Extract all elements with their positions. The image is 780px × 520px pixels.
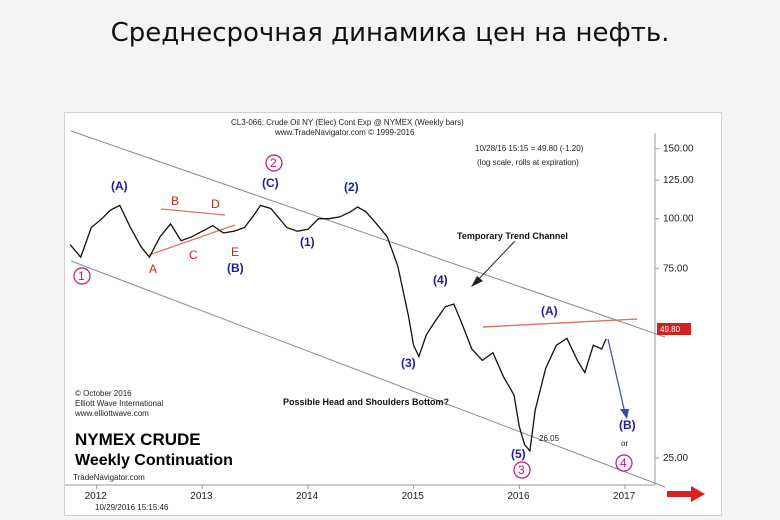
minor-trend-lines: [148, 208, 638, 419]
svg-text:4: 4: [620, 456, 627, 470]
big-title-line2: Weekly Continuation: [75, 452, 233, 469]
x-tick-label-2015: 2015: [402, 491, 425, 502]
x-tick-label-2017: 2017: [613, 491, 636, 502]
wave-label-4: (4): [433, 273, 448, 287]
x-tick-labels: 2012 2013 2014 2015 2016 2017: [85, 485, 636, 502]
wave-label-1: (1): [300, 235, 315, 249]
y-tick-labels: 150.00 125.00 100.00 75.00 25.00: [655, 144, 694, 464]
trendline-a-c-e: [148, 224, 236, 256]
wave-label-2: (2): [344, 180, 359, 194]
channel-upper-line: [70, 130, 666, 338]
wave-label-A2: (A): [541, 304, 558, 318]
circled-wave-4: 4: [615, 454, 633, 472]
x-tick-label-2014: 2014: [296, 491, 319, 502]
chart-svg: 2012 2013 2014 2015 2016 2017 150.00125.00100…: [65, 118, 705, 512]
channel-label: Temporary Trend Channel: [457, 231, 568, 241]
channel-label-arrowhead: [471, 276, 483, 287]
pattern-note: Possible Head and Shoulders Bottom?: [283, 397, 449, 407]
quote-line: 10/28/16 15:15 = 49.80 (-1.20): [475, 144, 584, 153]
trend-channel: [70, 130, 666, 488]
y-tick-label-125.00: 125.00: [663, 175, 694, 186]
channel-label-pointer: [474, 240, 516, 284]
low-price-label: 26.05: [539, 434, 560, 443]
last-price-tag: [657, 323, 691, 335]
wave-label-red-E: E: [231, 245, 239, 259]
wave-label-red-C: C: [189, 248, 198, 262]
big-title-line1: NYMEX CRUDE: [75, 430, 201, 449]
channel-lower-line: [70, 260, 666, 488]
wave-label-B1: (B): [227, 261, 244, 275]
copyright-line3: www.elliottwave.com: [74, 409, 149, 418]
wave-label-C: (C): [262, 176, 279, 190]
circled-wave-2: 2: [265, 154, 283, 172]
chart-header-line2: www.TradeNavigator.com © 1999-2016: [274, 128, 415, 137]
neckline: [482, 318, 638, 328]
copyright-line1: © October 2016: [75, 389, 132, 398]
wave-label-red-B: B: [171, 194, 179, 208]
projection-arrowhead: [620, 409, 629, 419]
wave-label-red-A: A: [149, 262, 157, 276]
last-price-label: 49.80: [660, 325, 681, 334]
footer-source: TradeNavigator.com: [73, 473, 145, 482]
y-tick-label-150.00: 150.00: [663, 144, 694, 155]
wave-label-A1: (A): [111, 179, 128, 193]
slide-title: Среднесрочная динамика цен на нефть.: [110, 18, 670, 48]
svg-text:1: 1: [78, 269, 85, 283]
projection-arrow-line: [607, 338, 626, 414]
price-line: [69, 204, 607, 453]
footer-date: 10/29/2016 15:15:46: [95, 503, 169, 512]
y-tick-label-100.00: 100.00: [663, 214, 694, 225]
x-tick-label-2012: 2012: [85, 491, 108, 502]
chart-header-line1: CL3-066: Crude Oil NY (Elec) Cont Exp @ …: [231, 118, 464, 127]
chart-frame: 2012 2013 2014 2015 2016 2017 150.00 125.00 100…: [64, 112, 722, 516]
copyright-line2: Elliott Wave International: [75, 399, 163, 408]
scale-note: (log scale, rolls at expiration): [477, 158, 579, 167]
chart-axes: [65, 133, 656, 486]
y-tick-label-25.00: 25.00: [663, 453, 688, 464]
y-tick-label-75.00: 75.00: [663, 263, 688, 274]
wave-label-3: (3): [401, 356, 416, 370]
x-tick-label-2016: 2016: [507, 491, 530, 502]
next-arrow-icon[interactable]: [667, 486, 705, 502]
circled-wave-3: 3: [513, 461, 531, 479]
or-label: or: [621, 439, 628, 448]
wave-label-red-D: D: [211, 197, 220, 211]
circled-wave-1: 1: [73, 267, 91, 285]
wave-label-B2: (B): [619, 418, 636, 432]
x-tick-label-2013: 2013: [190, 491, 213, 502]
trendline-b-d: [160, 208, 226, 216]
svg-text:3: 3: [518, 463, 525, 477]
wave-label-5: (5): [511, 447, 526, 461]
svg-text:2: 2: [270, 156, 277, 170]
